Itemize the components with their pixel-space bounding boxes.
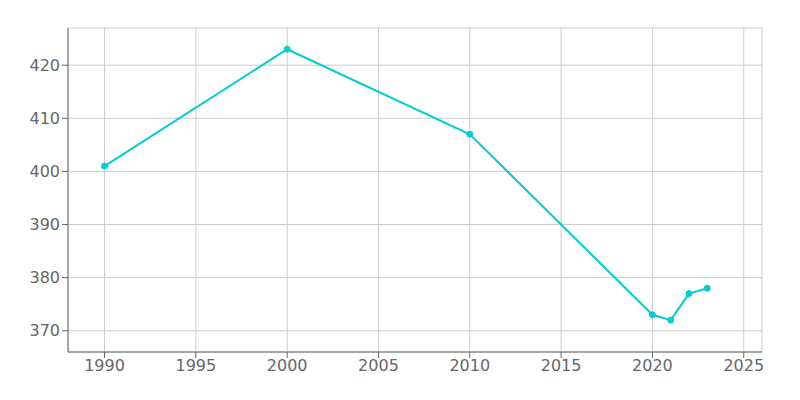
svg-text:390: 390 <box>29 215 60 234</box>
svg-text:2010: 2010 <box>449 356 490 375</box>
svg-text:380: 380 <box>29 268 60 287</box>
svg-text:2025: 2025 <box>723 356 764 375</box>
svg-text:370: 370 <box>29 321 60 340</box>
svg-text:410: 410 <box>29 109 60 128</box>
svg-text:2020: 2020 <box>632 356 673 375</box>
svg-text:420: 420 <box>29 56 60 75</box>
svg-text:2015: 2015 <box>541 356 582 375</box>
svg-text:1990: 1990 <box>84 356 125 375</box>
svg-text:400: 400 <box>29 162 60 181</box>
svg-text:1995: 1995 <box>175 356 216 375</box>
svg-text:2000: 2000 <box>267 356 308 375</box>
svg-text:2005: 2005 <box>358 356 399 375</box>
